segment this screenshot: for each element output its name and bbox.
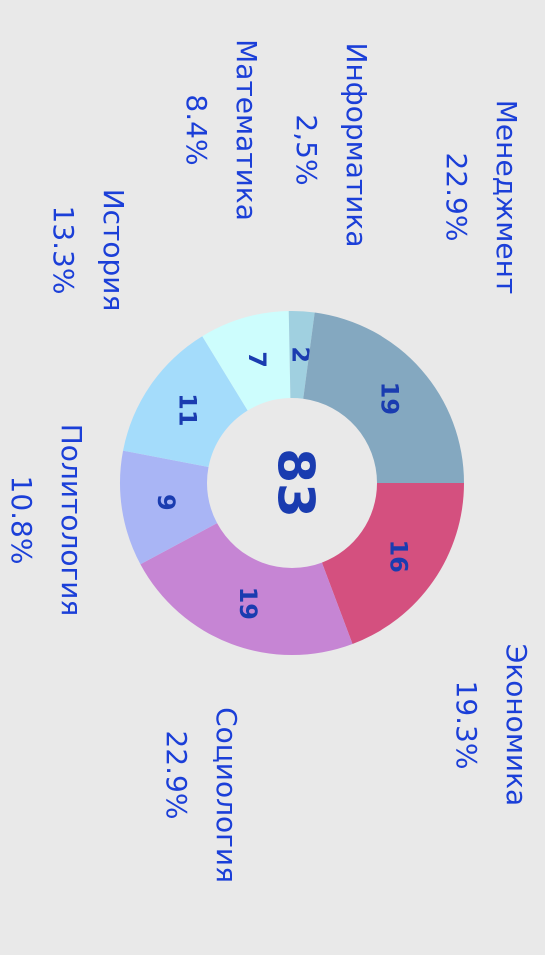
- donut-segment: [303, 312, 464, 483]
- segment-value: 16: [385, 539, 413, 572]
- rotated-chart: 16 19 9 11 7 2 19 Экономика 19.3% Социология 22.9%…: [5, 39, 533, 883]
- donut-segment: [120, 450, 218, 565]
- segment-value: 11: [173, 393, 201, 426]
- category-label: Информатика: [340, 43, 373, 248]
- share-label: 8.4%: [180, 94, 213, 165]
- category-label: Экономика: [500, 644, 533, 806]
- category-label: Социология: [210, 707, 243, 883]
- segment-value: 7: [243, 351, 271, 368]
- category-label: Менеджмент: [490, 100, 523, 294]
- segment-value: 2: [286, 346, 314, 363]
- donut-segment: [202, 311, 291, 411]
- segment-value: 19: [376, 382, 404, 415]
- total-label: 83: [267, 448, 325, 518]
- share-label: 13.3%: [47, 206, 80, 295]
- category-label: Политология: [55, 424, 88, 617]
- donut-segment: [321, 483, 464, 644]
- share-label: 2,5%: [290, 114, 323, 185]
- donut-segment: [288, 311, 315, 399]
- share-label: 22.9%: [160, 731, 193, 820]
- segment-value: 19: [234, 587, 262, 620]
- share-label: 19.3%: [450, 681, 483, 770]
- category-label: История: [97, 189, 130, 312]
- segment-value: 9: [152, 494, 180, 511]
- category-label: Математика: [230, 39, 263, 221]
- share-label: 10.8%: [5, 476, 38, 565]
- donut-segment: [140, 523, 353, 655]
- donut-segment: [123, 336, 248, 468]
- share-label: 22.9%: [440, 153, 473, 242]
